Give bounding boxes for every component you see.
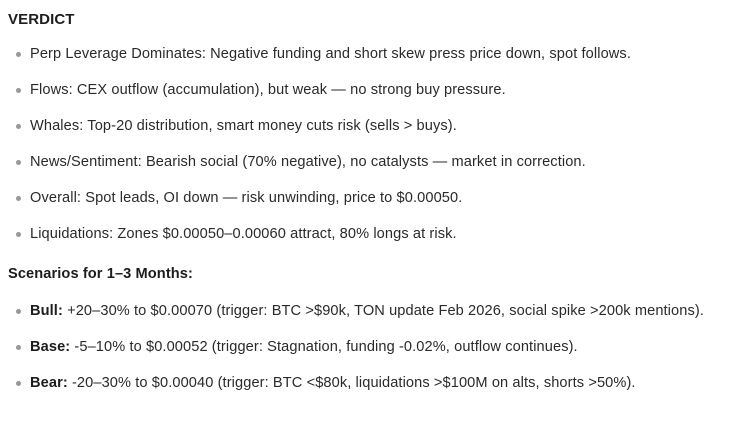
scenario-item-bear: Bear: -20–30% to $0.00040 (trigger: BTC … [8, 370, 732, 396]
scenario-item-base: Base: -5–10% to $0.00052 (trigger: Stagn… [8, 334, 732, 360]
verdict-item: Liquidations: Zones $0.00050–0.00060 att… [8, 221, 732, 247]
verdict-item: News/Sentiment: Bearish social (70% nega… [8, 149, 732, 175]
verdict-document: VERDICT Perp Leverage Dominates: Negativ… [8, 10, 732, 396]
scenario-label: Bear: [30, 375, 68, 391]
scenario-item-bull: Bull: +20–30% to $0.00070 (trigger: BTC … [8, 298, 732, 324]
verdict-bullet-list: Perp Leverage Dominates: Negative fundin… [8, 41, 732, 247]
verdict-item: Whales: Top-20 distribution, smart money… [8, 113, 732, 139]
verdict-item: Overall: Spot leads, OI down — risk unwi… [8, 185, 732, 211]
scenarios-heading: Scenarios for 1–3 Months: [8, 266, 193, 282]
verdict-item: Flows: CEX outflow (accumulation), but w… [8, 77, 732, 103]
verdict-item: Perp Leverage Dominates: Negative fundin… [8, 41, 732, 67]
scenario-label: Bull: [30, 303, 63, 319]
scenario-label: Base: [30, 339, 71, 355]
scenario-text: -5–10% to $0.00052 (trigger: Stagnation,… [70, 339, 578, 355]
scenario-text: -20–30% to $0.00040 (trigger: BTC <$80k,… [67, 375, 636, 391]
scenario-text: +20–30% to $0.00070 (trigger: BTC >$90k,… [62, 303, 704, 319]
verdict-heading: VERDICT [8, 11, 75, 28]
scenarios-bullet-list: Bull: +20–30% to $0.00070 (trigger: BTC … [8, 298, 732, 396]
